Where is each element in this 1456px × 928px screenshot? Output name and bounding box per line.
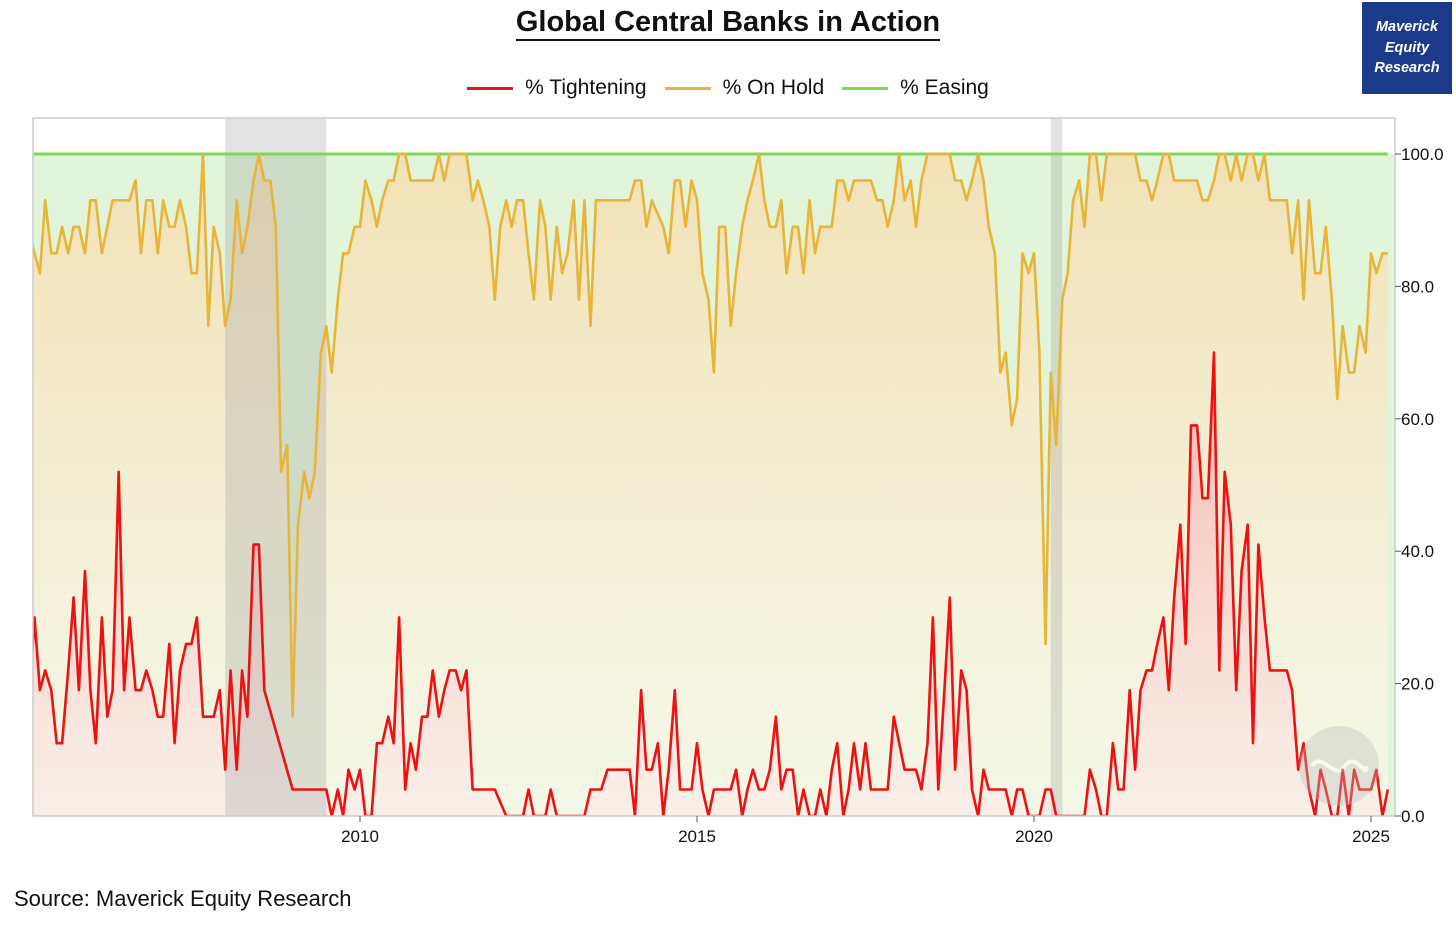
legend-swatch-tightening <box>467 86 514 90</box>
shaded-period-2 <box>1050 118 1063 816</box>
badge-line-2: Equity <box>1384 39 1430 56</box>
x-tick-label: 2010 <box>341 827 379 846</box>
chart-title: Global Central Banks in Action <box>0 6 1456 41</box>
y-tick-label: 40.0 <box>1401 542 1434 561</box>
y-tick-label: 20.0 <box>1401 675 1434 694</box>
on-hold-area <box>33 154 1388 816</box>
badge-line-3: Research <box>1374 60 1440 77</box>
legend-label-easing: % Easing <box>900 76 989 99</box>
x-tick-label: 2020 <box>1015 827 1053 846</box>
plot-frame <box>32 117 1396 817</box>
watermark-logo <box>1299 726 1379 806</box>
badge-line-1: Maverick <box>1375 19 1439 36</box>
legend-item-tightening: % Tightening <box>467 76 647 100</box>
legend-item-on-hold: % On Hold <box>664 76 825 100</box>
legend-label-on-hold: % On Hold <box>722 76 825 99</box>
brand-badge: Maverick Equity Research <box>1362 2 1452 94</box>
y-tick-label: 60.0 <box>1401 410 1434 429</box>
source-note: Source: Maverick Equity Research <box>14 886 352 911</box>
y-tick-label: 0.0 <box>1401 807 1425 826</box>
legend-item-easing: % Easing <box>842 76 989 100</box>
y-tick-label: 80.0 <box>1401 277 1434 296</box>
series-line-tightening <box>33 351 1390 816</box>
legend-label-tightening: % Tightening <box>525 76 647 99</box>
x-tick-label: 2025 <box>1352 827 1390 846</box>
tightening-area <box>33 352 1388 816</box>
chart-legend: % Tightening % On Hold % Easing <box>0 76 1456 100</box>
legend-swatch-on-hold <box>664 86 711 90</box>
y-tick-label: 100.0 <box>1401 145 1444 164</box>
series-line-on-hold <box>33 152 1388 719</box>
legend-swatch-easing <box>842 86 889 90</box>
x-tick-label: 2015 <box>678 827 716 846</box>
